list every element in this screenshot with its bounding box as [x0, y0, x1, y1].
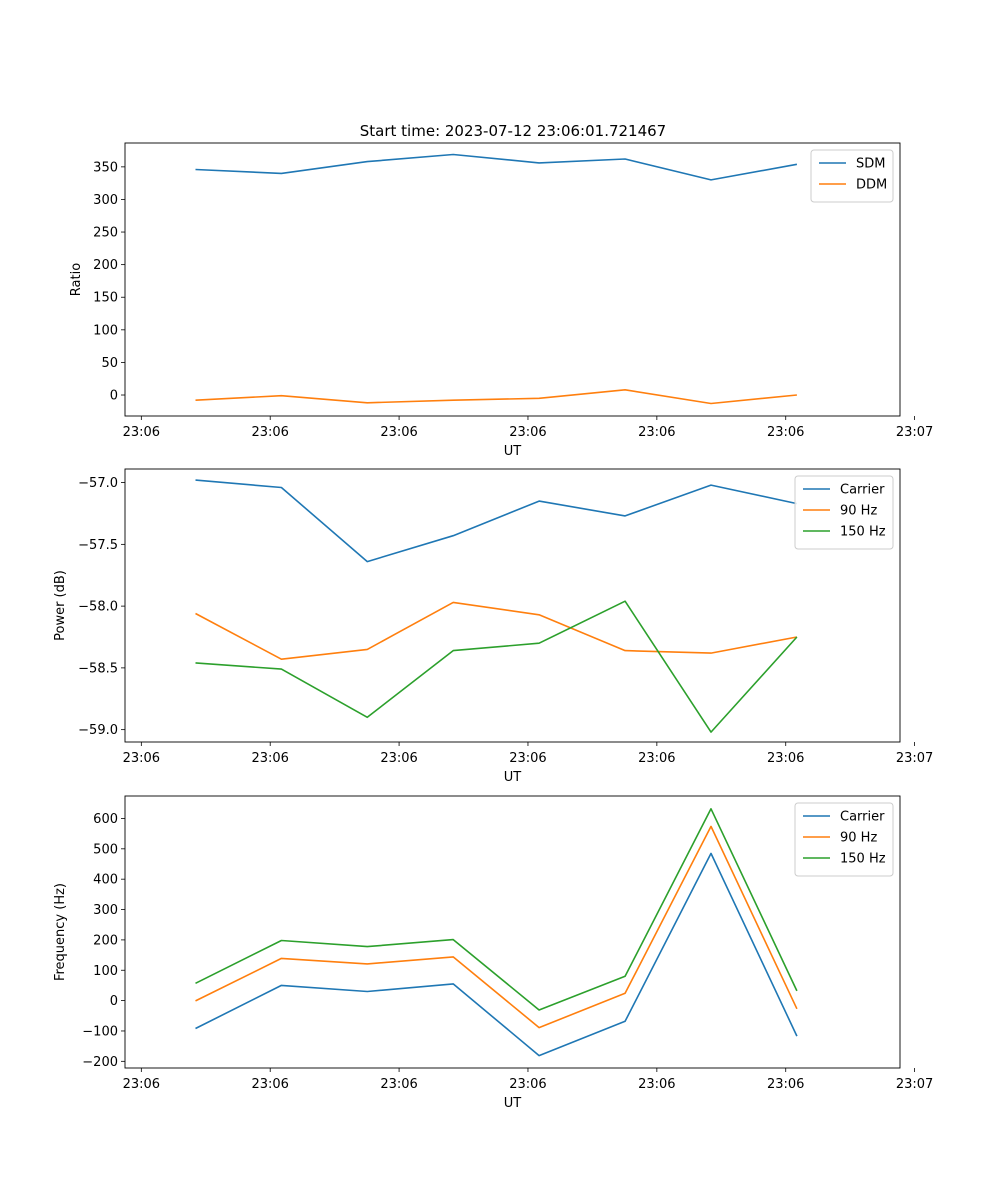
- series-line-sdm: [195, 153, 798, 181]
- legend-label-carrier: Carrier: [840, 810, 885, 825]
- frequency-axes: −200 −100 0 100 200 300 400 500 600 23:06 23:06 23:…: [53, 795, 933, 1111]
- axes-frame: [124, 795, 901, 1069]
- y-axis-label: Power (dB): [53, 570, 68, 641]
- y-tick-label: 200: [93, 258, 118, 273]
- x-tick-label: 23:06: [251, 1077, 288, 1092]
- y-tick-label: 0: [110, 994, 118, 1009]
- x-axis-label: UT: [504, 1096, 522, 1111]
- y-tick-label: −57.0: [78, 476, 118, 491]
- y-tick-label: −100: [82, 1024, 118, 1039]
- y-axis-label: Frequency (Hz): [53, 883, 68, 981]
- x-tick-label: 23:06: [123, 1077, 160, 1092]
- x-tick-label: 23:06: [638, 1077, 675, 1092]
- x-tick-label: 23:06: [767, 1077, 804, 1092]
- series-line-carrier: [195, 479, 798, 563]
- y-tick-label: 250: [93, 226, 118, 241]
- x-axis-label: UT: [504, 444, 522, 459]
- x-tick-label: 23:06: [509, 751, 546, 766]
- x-tick-label: 23:06: [767, 425, 804, 440]
- y-tick-label: 300: [93, 193, 118, 208]
- x-tick-label: 23:06: [509, 1077, 546, 1092]
- series-line-90-hz: [195, 601, 798, 661]
- x-tick-label: 23:06: [638, 751, 675, 766]
- ratio-axes: 0 50 100 150 200 250 300 350 23:06 23:06 23:06 23:0…: [69, 142, 933, 459]
- y-tick-label: 600: [93, 812, 118, 827]
- x-tick-label: 23:07: [896, 425, 933, 440]
- x-tick-label: 23:07: [896, 751, 933, 766]
- y-tick-label: −58.5: [78, 661, 118, 676]
- legend-label-carrier: Carrier: [840, 483, 885, 498]
- power-axes: −59.0 −58.5 −58.0 −57.5 −57.0 23:06 23:06 23:06…: [53, 468, 933, 785]
- legend-label-150-hz: 150 Hz: [840, 852, 886, 867]
- y-tick-label: 150: [93, 291, 118, 306]
- y-tick-label: 200: [93, 933, 118, 948]
- figure-title: Start time: 2023-07-12 23:06:01.721467: [360, 122, 666, 140]
- legend-label-90-hz: 90 Hz: [840, 831, 877, 846]
- x-tick-label: 23:06: [767, 751, 804, 766]
- x-tick-label: 23:07: [896, 1077, 933, 1092]
- x-tick-label: 23:06: [251, 751, 288, 766]
- x-axis-label: UT: [504, 770, 522, 785]
- series-line-150-hz: [195, 807, 798, 1011]
- series-line-carrier: [195, 852, 798, 1057]
- x-tick-label: 23:06: [380, 425, 417, 440]
- y-tick-label: 500: [93, 842, 118, 857]
- y-tick-label: 100: [93, 964, 118, 979]
- legend-label-sdm: SDM: [856, 157, 885, 172]
- x-tick-label: 23:06: [123, 751, 160, 766]
- y-tick-label: 0: [110, 389, 118, 404]
- y-tick-label: −200: [82, 1055, 118, 1070]
- x-tick-label: 23:06: [380, 1077, 417, 1092]
- series-line-150-hz: [195, 600, 798, 733]
- y-tick-label: 300: [93, 903, 118, 918]
- y-tick-label: 350: [93, 160, 118, 175]
- y-tick-label: −59.0: [78, 723, 118, 738]
- x-tick-label: 23:06: [509, 425, 546, 440]
- x-tick-label: 23:06: [638, 425, 675, 440]
- x-tick-label: 23:06: [123, 425, 160, 440]
- legend-label-150-hz: 150 Hz: [840, 525, 886, 540]
- axes-frame: [124, 468, 901, 743]
- y-axis-label: Ratio: [69, 263, 84, 296]
- series-line-90-hz: [195, 825, 798, 1029]
- x-tick-label: 23:06: [251, 425, 288, 440]
- y-tick-label: 100: [93, 323, 118, 338]
- series-line-ddm: [195, 388, 797, 405]
- y-tick-label: −57.5: [78, 538, 118, 553]
- axes-frame: [124, 142, 901, 417]
- legend-label-90-hz: 90 Hz: [840, 504, 877, 519]
- y-tick-label: −58.0: [78, 600, 118, 615]
- x-tick-label: 23:06: [380, 751, 417, 766]
- legend-label-ddm: DDM: [856, 178, 887, 193]
- y-tick-label: 50: [101, 356, 118, 371]
- y-tick-label: 400: [93, 873, 118, 888]
